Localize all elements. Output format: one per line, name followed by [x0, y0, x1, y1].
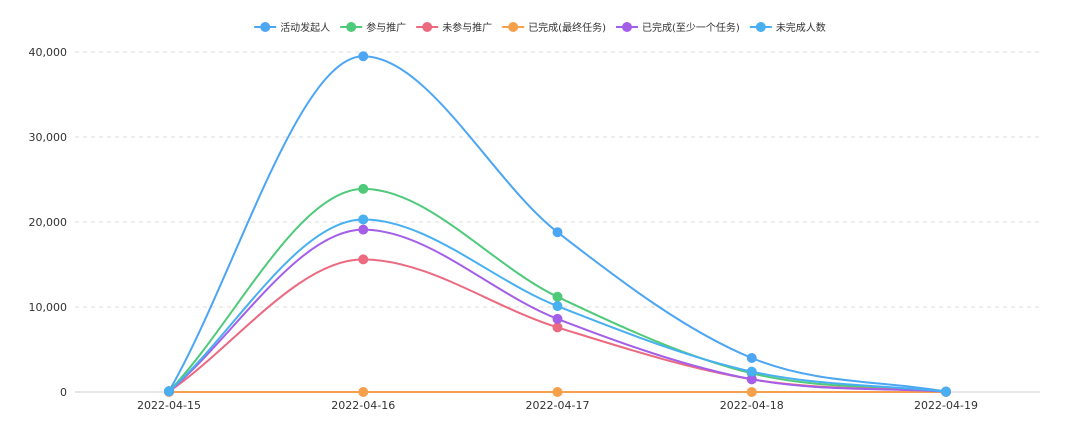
y-tick-label: 10,000: [29, 301, 68, 314]
data-point[interactable]: [358, 51, 369, 62]
data-point[interactable]: [358, 254, 369, 265]
legend-dot-icon: [622, 22, 632, 32]
data-point[interactable]: [552, 313, 563, 324]
series-0: [164, 51, 951, 397]
series-2: [164, 254, 951, 397]
legend-label: 活动发起人: [280, 21, 330, 34]
x-tick-label: 2022-04-17: [526, 399, 590, 412]
legend-item-4[interactable]: 已完成(至少一个任务): [616, 21, 740, 34]
data-point[interactable]: [358, 214, 369, 225]
data-point[interactable]: [358, 224, 369, 235]
data-point[interactable]: [552, 301, 563, 312]
legend-dot-icon: [508, 22, 519, 32]
grid-layer: [75, 51, 1040, 308]
legend[interactable]: 活动发起人 参与推广 未参与推广 已完成(最终任务) 已完成(至少一个任务) 未完成人数: [254, 21, 826, 34]
legend-dot-icon: [422, 22, 433, 32]
legend-label: 参与推广: [366, 21, 406, 34]
legend-dot-icon: [755, 22, 766, 32]
legend-label: 未完成人数: [776, 21, 826, 34]
data-point[interactable]: [164, 386, 174, 397]
legend-label: 未参与推广: [442, 21, 492, 34]
y-tick-label: 0: [60, 386, 67, 399]
legend-label: 已完成(最终任务): [528, 21, 606, 34]
x-tick-label: 2022-04-16: [331, 399, 395, 412]
legend-item-0[interactable]: 活动发起人: [254, 21, 330, 34]
data-point[interactable]: [941, 386, 951, 397]
y-tick-label: 40,000: [29, 46, 68, 59]
legend-dot-icon: [260, 22, 271, 32]
series-line: [168, 187, 947, 393]
data-point[interactable]: [746, 387, 757, 397]
legend-item-2[interactable]: 未参与推广: [416, 21, 492, 34]
legend-dot-icon: [346, 22, 357, 32]
legend-item-3[interactable]: 已完成(最终任务): [502, 21, 606, 34]
x-tick-label: 2022-04-15: [137, 399, 201, 412]
legend-item-5[interactable]: 未完成人数: [749, 21, 826, 34]
legend-item-1[interactable]: 参与推广: [340, 21, 406, 34]
data-point[interactable]: [746, 366, 757, 377]
data-point[interactable]: [746, 353, 757, 363]
data-point[interactable]: [358, 183, 369, 194]
data-point[interactable]: [552, 291, 563, 302]
data-point[interactable]: [358, 387, 369, 397]
axis-layer: 0 10,000 20,000 30,000 40,000 2022-04-15 2022-…: [29, 46, 1040, 412]
y-tick-label: 20,000: [29, 216, 68, 229]
series-5: [164, 214, 951, 397]
data-point[interactable]: [552, 227, 563, 238]
data-point[interactable]: [552, 322, 563, 333]
series-layer: [164, 51, 951, 397]
x-tick-label: 2022-04-18: [720, 399, 784, 412]
series-3: [164, 387, 951, 397]
data-point[interactable]: [552, 387, 563, 397]
series-line: [168, 228, 947, 393]
x-tick-label: 2022-04-19: [914, 399, 978, 412]
y-tick-label: 30,000: [29, 131, 68, 144]
series-1: [164, 183, 951, 397]
legend-label: 已完成(至少一个任务): [642, 21, 740, 34]
series-line: [168, 55, 947, 393]
